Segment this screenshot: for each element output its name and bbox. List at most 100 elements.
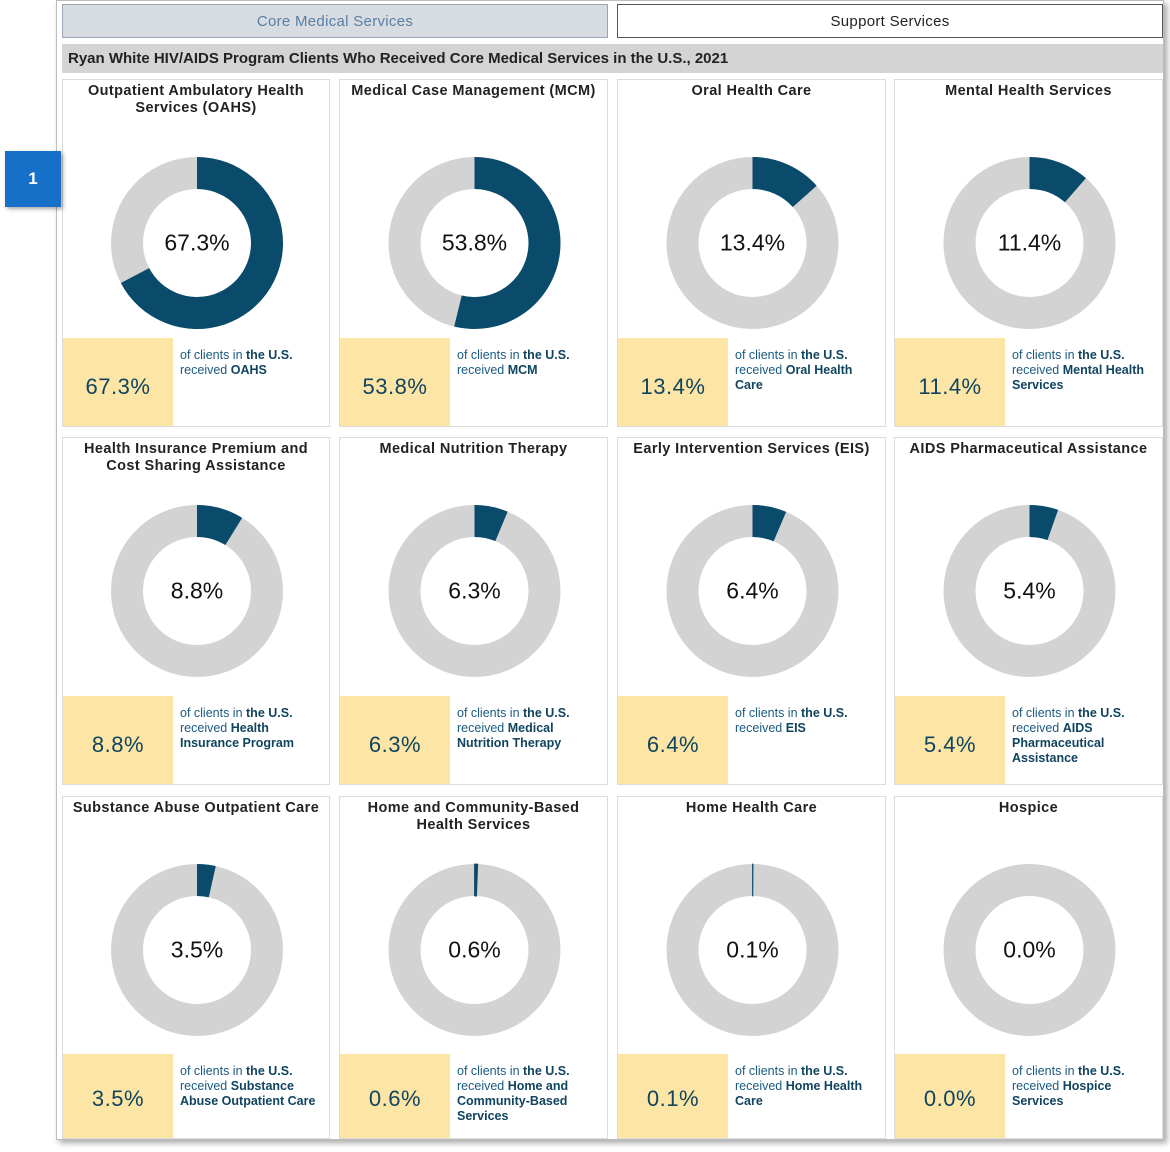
stat-box: 67.3% [63, 338, 173, 426]
stat-value: 5.4% [923, 732, 977, 757]
stat-description-highlight: the U.S. [246, 348, 293, 362]
stat-description: of clients in the U.S. received Hospice … [1012, 1064, 1154, 1109]
stat-description: of clients in the U.S. received Substanc… [180, 1064, 321, 1109]
donut-center-label: 8.8% [170, 577, 224, 604]
donut-center-label: 6.3% [448, 577, 501, 604]
donut-value-slice [197, 505, 243, 546]
stat-description-highlight: the U.S. [246, 706, 293, 720]
stat-description: of clients in the U.S. received Oral Hea… [735, 348, 877, 393]
stat-description-text: received [180, 1079, 231, 1093]
stat-description-text: of clients in [1012, 706, 1079, 720]
stat-description-highlight: the U.S. [1078, 706, 1125, 720]
donut-center-label: 3.5% [170, 936, 224, 963]
stat-description-text: received [457, 721, 508, 735]
chart-panel: Substance Abuse Outpatient Care 3.5% 3.5% o… [62, 796, 330, 1139]
stat-description-highlight: the U.S. [1078, 348, 1125, 362]
chart-title: Outpatient Ambulatory Health Services (O… [87, 83, 305, 116]
stat-box: 11.4% [895, 338, 1005, 426]
stat-description-highlight: Home Health Care [735, 1079, 863, 1108]
donut-center-label: 53.8% [441, 229, 508, 256]
stat-box: 0.1% [618, 1054, 728, 1138]
donut-value-slice [752, 863, 754, 897]
chart-title: Substance Abuse Outpatient Care [72, 800, 320, 816]
chart-panel: Outpatient Ambulatory Health Services (O… [62, 79, 330, 427]
stat-description: of clients in the U.S. received EIS [735, 706, 877, 736]
donut-center-label: 11.4% [997, 229, 1062, 256]
tab-support-services[interactable]: Support Services [617, 4, 1163, 38]
stat-description-highlight: OAHS [230, 363, 267, 377]
stat-value: 3.5% [91, 1086, 145, 1111]
chart-panel: Mental Health Services 11.4% 11.4% of clien… [894, 79, 1163, 427]
chart-title: Hospice [998, 800, 1059, 816]
donut-center-label: 0.1% [726, 936, 779, 963]
stat-description-text: received [735, 721, 786, 735]
donut-value-slice [752, 157, 817, 208]
stat-value: 0.1% [646, 1086, 700, 1111]
stat-description-highlight: Medical Nutrition Therapy [457, 721, 562, 750]
stat-value: 8.8% [91, 732, 145, 757]
stat-description-text: of clients in [735, 706, 802, 720]
chart-title: Health Insurance Premium and Cost Sharin… [84, 441, 308, 474]
chart-title: Early Intervention Services (EIS) [633, 441, 870, 457]
chart-title: Medical Nutrition Therapy [379, 441, 568, 457]
donut-value-slice [474, 863, 479, 897]
stat-description-highlight: the U.S. [801, 1064, 848, 1078]
donut-center-label: 67.3% [164, 229, 230, 256]
tab-core-medical-services[interactable]: Core Medical Services [62, 4, 608, 38]
stat-description-text: of clients in [735, 348, 802, 362]
donut-center-label: 0.0% [1003, 936, 1056, 963]
chart-title: AIDS Pharmaceutical Assistance [909, 441, 1148, 457]
donut-value-slice [197, 864, 216, 898]
stat-value: 0.6% [368, 1086, 422, 1111]
section-title: Ryan White HIV/AIDS Program Clients Who … [62, 44, 1163, 73]
stat-value: 11.4% [918, 374, 982, 399]
stat-description-highlight: the U.S. [523, 348, 570, 362]
stat-description-highlight: MCM [507, 363, 538, 377]
stat-box: 6.4% [618, 696, 728, 784]
stat-description-text: received [735, 363, 786, 377]
chart-panel: Early Intervention Services (EIS) 6.4% 6.4… [617, 437, 886, 785]
stat-description: of clients in the U.S. received AIDS Pha… [1012, 706, 1154, 766]
stat-box: 6.3% [340, 696, 450, 784]
stat-description-highlight: Home and Community-Based Services [457, 1079, 569, 1123]
stat-description-highlight: Oral Health Care [735, 363, 853, 392]
stat-value: 0.0% [923, 1086, 977, 1111]
stat-description-text: received [457, 363, 508, 377]
donut-center-label: 13.4% [719, 229, 786, 256]
chart-panel: Oral Health Care 13.4% 13.4% of clients in … [617, 79, 886, 427]
stat-box: 0.0% [895, 1054, 1005, 1138]
stat-description-highlight: EIS [785, 721, 806, 735]
stat-box: 5.4% [895, 696, 1005, 784]
stat-description-highlight: the U.S. [523, 1064, 570, 1078]
stat-description: of clients in the U.S. received Home Hea… [735, 1064, 877, 1109]
stat-value: 13.4% [640, 374, 706, 399]
chart-panel: Home Health Care 0.1% 0.1% of clients in th… [617, 796, 886, 1139]
stat-description: of clients in the U.S. received OAHS [180, 348, 321, 378]
stat-description-highlight: Substance Abuse Outpatient Care [180, 1079, 316, 1108]
chart-panel: Hospice 0.0% 0.0% of clients in the U.S. re… [894, 796, 1163, 1139]
stat-description-text: of clients in [1012, 348, 1079, 362]
stat-description-text: received [1012, 1079, 1063, 1093]
stat-description-highlight: the U.S. [1078, 1064, 1125, 1078]
chart-panel: Medical Case Management (MCM) 53.8% 53.8% o… [339, 79, 608, 427]
chart-panel: Health Insurance Premium and Cost Sharin… [62, 437, 330, 785]
stat-description: of clients in the U.S. received Mental H… [1012, 348, 1154, 393]
donut-value-slice [752, 505, 787, 542]
stat-description-highlight: Health Insurance Program [180, 721, 294, 750]
stat-description: of clients in the U.S. received Medical … [457, 706, 599, 751]
donut-center-label: 6.4% [726, 577, 779, 604]
stat-description-text: received [180, 363, 231, 377]
chart-title: Mental Health Services [945, 83, 1112, 99]
stat-description-highlight: the U.S. [801, 706, 848, 720]
stat-box: 13.4% [618, 338, 728, 426]
donut-center-label: 0.6% [448, 936, 501, 963]
stat-box: 3.5% [63, 1054, 173, 1138]
chart-title: Home Health Care [685, 800, 818, 816]
stat-description-text: of clients in [180, 1064, 247, 1078]
chart-title: Medical Case Management (MCM) [351, 83, 596, 99]
stat-description-text: received [180, 721, 231, 735]
stat-description-highlight: AIDS Pharmaceutical Assistance [1012, 721, 1105, 765]
chart-title: Home and Community-Based Health Services [367, 800, 580, 833]
stat-description-highlight: Mental Health Services [1012, 363, 1144, 392]
chart-panel: AIDS Pharmaceutical Assistance 5.4% 5.4% of… [894, 437, 1163, 785]
